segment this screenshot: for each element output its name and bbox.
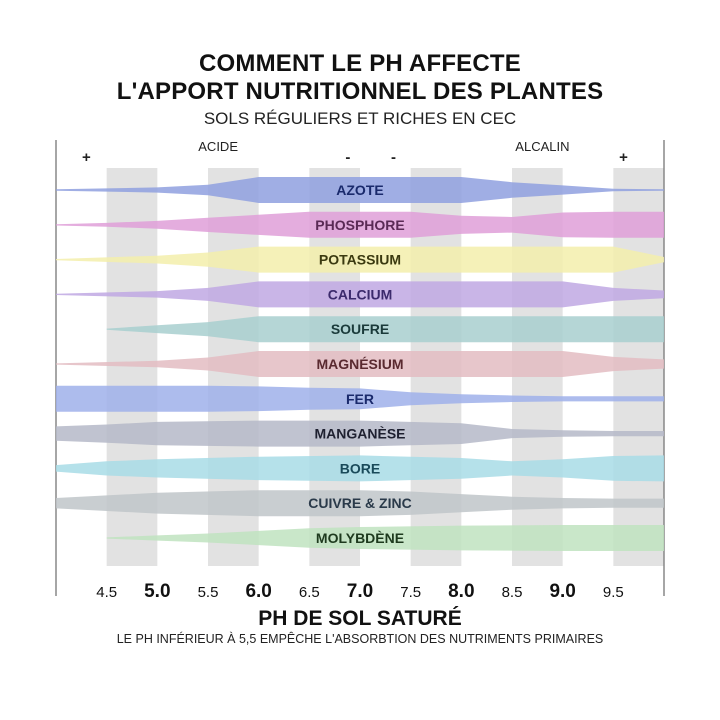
- scale-label: -: [391, 149, 396, 166]
- nutrient-label: SOUFRE: [331, 321, 389, 337]
- x-tick-label: 5.0: [144, 581, 170, 602]
- nutrient-band: [56, 455, 664, 482]
- nutrient-band: [56, 420, 664, 447]
- nutrient-band: [56, 385, 664, 412]
- nutrient-label: MANGANÈSE: [314, 426, 405, 442]
- nutrient-band: [56, 211, 664, 238]
- nutrient-band: [56, 351, 664, 377]
- chart-title-line-2: L'APPORT NUTRITIONNEL DES PLANTES: [116, 78, 604, 105]
- scale-label: ALCALIN: [515, 139, 569, 154]
- x-tick-label: 7.0: [347, 581, 373, 602]
- x-axis-title: PH DE SOL SATURÉ: [258, 607, 462, 630]
- nutrient-label: BORE: [340, 460, 380, 476]
- x-tick-label: 5.5: [198, 584, 219, 601]
- nutrient-band: [56, 177, 664, 203]
- x-tick-label: 4.5: [96, 584, 117, 601]
- x-tick-label: 8.5: [502, 584, 523, 601]
- chart-title-line-1: COMMENT LE PH AFFECTE: [199, 50, 521, 77]
- scale-label: +: [82, 149, 91, 166]
- nutrient-label: CALCIUM: [328, 286, 393, 302]
- nutrient-label: MAGNÉSIUM: [316, 356, 403, 372]
- nutrient-label: PHOSPHORE: [315, 217, 404, 233]
- nutrient-band: [106, 525, 664, 551]
- nutrient-label: FER: [346, 391, 374, 407]
- x-tick-label: 9.0: [549, 581, 575, 602]
- nutrient-label: MOLYBDÈNE: [316, 530, 404, 546]
- nutrient-band: [56, 281, 664, 308]
- chart-footnote: LE PH INFÉRIEUR À 5,5 EMPÊCHE L'ABSORBTI…: [116, 632, 604, 646]
- nutrient-band: [56, 490, 664, 517]
- nutrient-band: [56, 246, 664, 273]
- chart-subtitle: SOLS RÉGULIERS ET RICHES EN CEC: [203, 109, 517, 128]
- x-tick-label: 6.5: [299, 584, 320, 601]
- nutrient-band: [106, 316, 664, 343]
- scale-label: +: [619, 149, 628, 166]
- x-tick-label: 7.5: [400, 584, 421, 601]
- x-tick-label: 9.5: [603, 584, 624, 601]
- nutrient-label: AZOTE: [336, 182, 383, 198]
- scale-label: -: [345, 149, 350, 166]
- scale-label: ACIDE: [198, 139, 238, 154]
- x-tick-label: 8.0: [448, 581, 474, 602]
- nutrient-label: CUIVRE & ZINC: [308, 495, 411, 511]
- nutrient-label: POTASSIUM: [319, 252, 401, 268]
- x-tick-label: 6.0: [245, 581, 271, 602]
